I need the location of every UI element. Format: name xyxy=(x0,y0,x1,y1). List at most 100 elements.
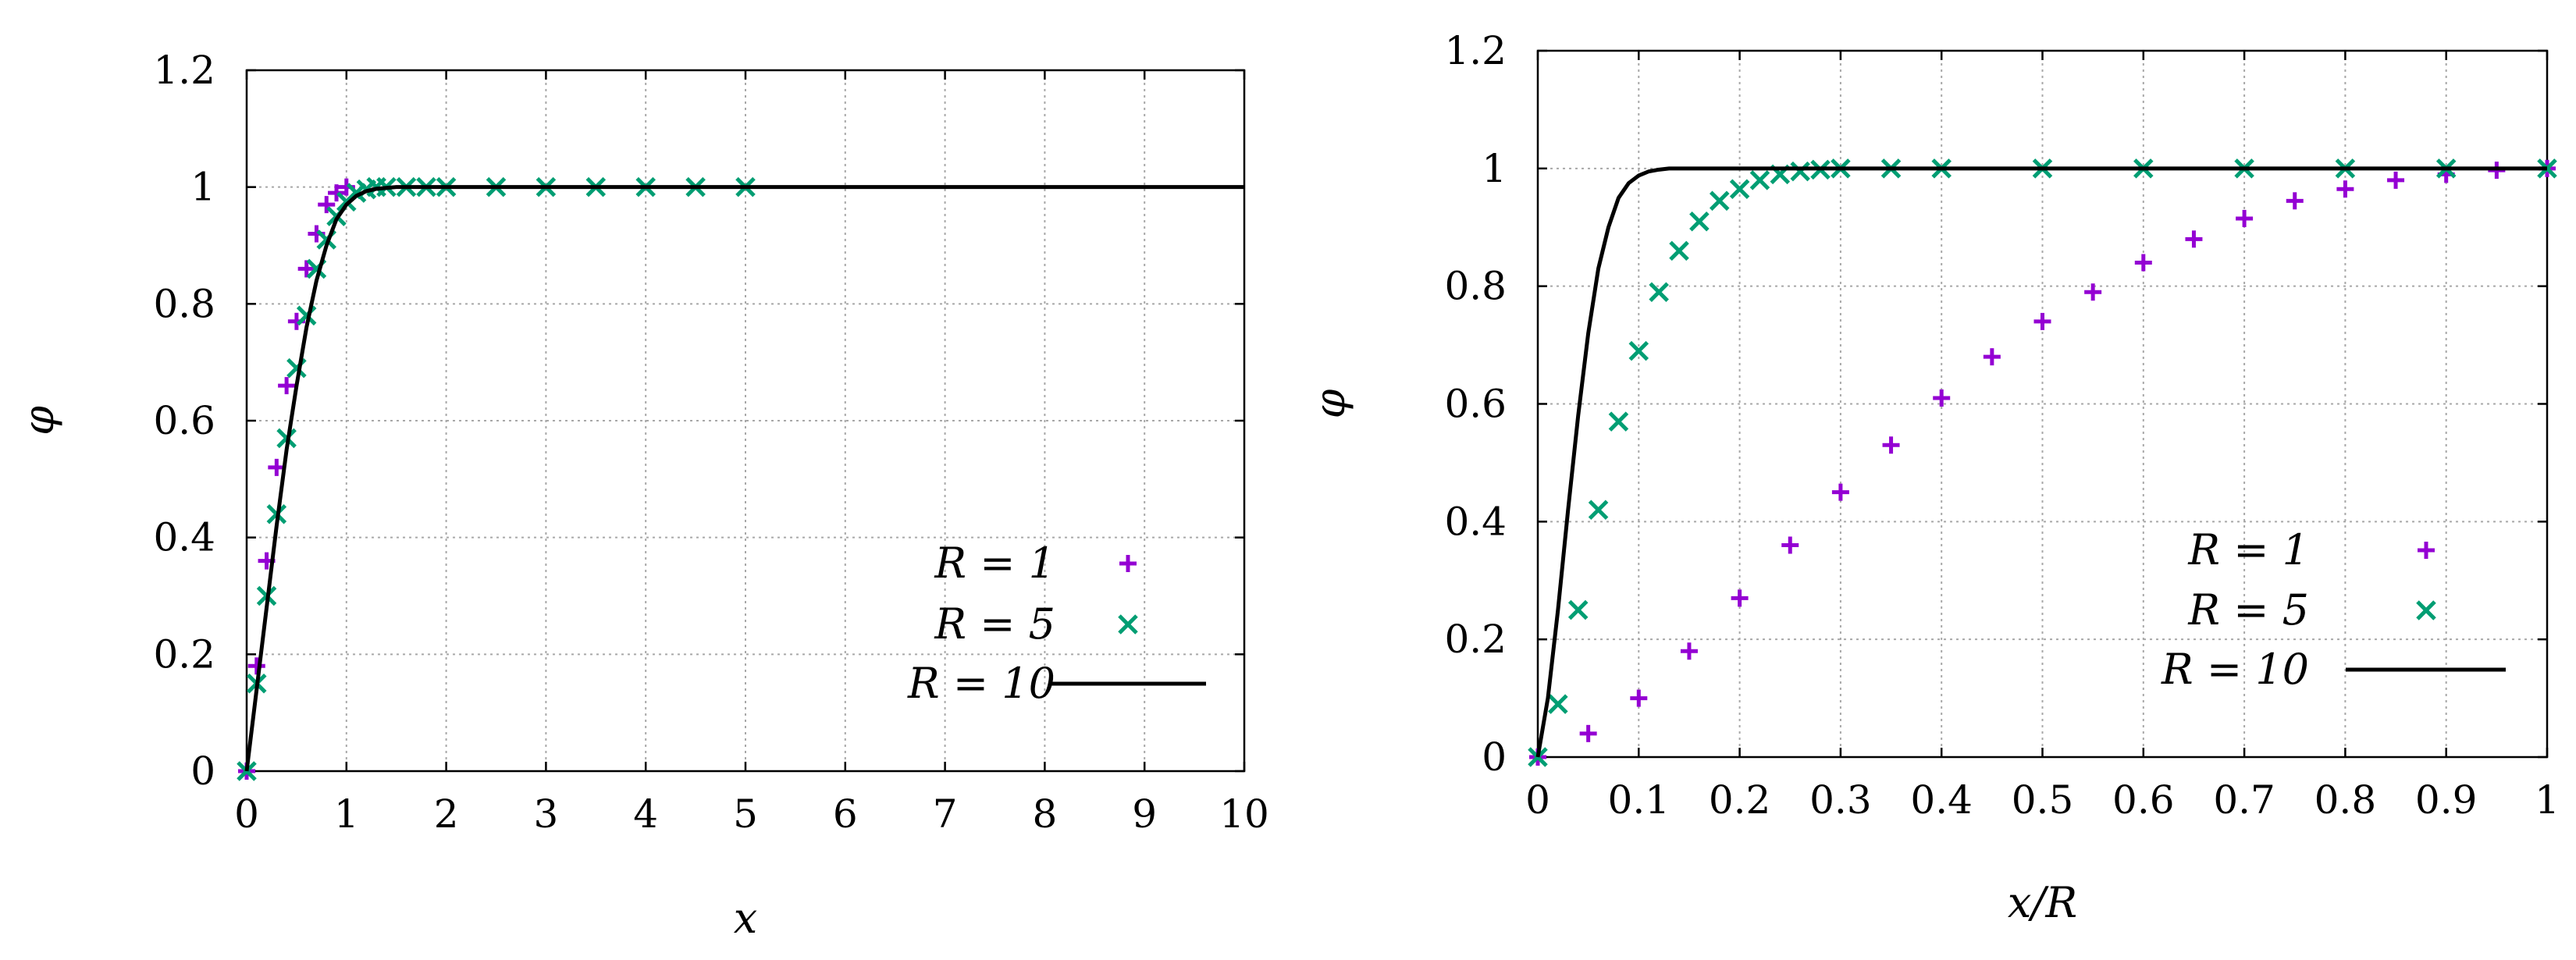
legend-marker-swatch xyxy=(1118,614,1138,635)
legend-label: R = 10 xyxy=(907,659,1055,708)
x-tick-label: 0 xyxy=(234,791,259,837)
data-point xyxy=(1709,190,1730,212)
x-tick-label: 10 xyxy=(1219,791,1269,837)
data-point xyxy=(2336,180,2354,198)
cross-bar xyxy=(1118,614,1138,635)
data-point xyxy=(2033,312,2051,330)
data-point xyxy=(247,657,265,675)
y-tick-label: 1.2 xyxy=(1444,28,1507,73)
legend-item: R = 10 xyxy=(2161,645,2506,694)
cross-bar xyxy=(1749,170,1770,190)
legend-item: R = 10 xyxy=(907,659,1206,708)
y-tick-label: 0 xyxy=(190,748,215,794)
data-point xyxy=(2387,171,2405,189)
data-point xyxy=(2134,254,2152,272)
data-point xyxy=(2084,283,2102,301)
data-point xyxy=(2236,209,2254,227)
y-axis-label: φ xyxy=(1305,389,1354,418)
y-tick-label: 0.6 xyxy=(153,398,215,443)
x-tick-label: 0.3 xyxy=(1809,777,1872,823)
data-point xyxy=(1680,642,1698,660)
data-point xyxy=(2185,230,2203,248)
data-point xyxy=(1882,436,1900,454)
legend-label: R = 5 xyxy=(934,599,1055,649)
cross-bar xyxy=(1548,694,1568,714)
data-point xyxy=(296,305,317,326)
legend-label: R = 1 xyxy=(934,539,1055,588)
x-tick-label: 0.2 xyxy=(1709,777,1771,823)
cross-bar xyxy=(1790,161,1810,182)
legend-item: R = 1 xyxy=(934,539,1137,588)
data-point xyxy=(1608,411,1629,432)
x-tick-label: 0.7 xyxy=(2213,777,2275,823)
x-tick-label: 2 xyxy=(434,791,459,837)
x-tick-label: 3 xyxy=(533,791,558,837)
y-tick-label: 1 xyxy=(1482,146,1507,191)
data-point xyxy=(1669,240,1689,261)
cross-bar xyxy=(1567,599,1589,620)
y-tick-label: 0.4 xyxy=(1444,499,1507,544)
data-point xyxy=(1689,211,1710,232)
x-tick-label: 8 xyxy=(1032,791,1057,837)
data-point xyxy=(1630,689,1648,707)
x-tick-label: 0 xyxy=(1525,777,1550,823)
y-tick-label: 0.4 xyxy=(153,515,215,560)
x-axis-label: x xyxy=(734,894,757,943)
grid-lines xyxy=(246,69,1245,772)
legend-marker-swatch xyxy=(1119,555,1137,572)
legend-marker-swatch xyxy=(2416,600,2436,620)
data-point xyxy=(1588,500,1609,521)
x-axis-label: x/R xyxy=(2008,878,2077,927)
series xyxy=(1528,158,2557,767)
y-axis-label: φ xyxy=(14,406,63,436)
series-line xyxy=(1535,166,2547,758)
y-tick-label: 0.2 xyxy=(1444,617,1507,662)
y-tick-label: 0.2 xyxy=(153,631,215,677)
chart-right: 0 0.1 0.2 0.3 0.4 0.5 0.6 0.7 0.8 0.9 1 0 0.2 0.4 0.6 0… xyxy=(1305,28,2560,927)
legend-item: R = 5 xyxy=(2187,585,2436,635)
data-point xyxy=(1579,724,1597,742)
data-point xyxy=(1729,179,1750,199)
data-point xyxy=(1731,589,1749,607)
series xyxy=(237,176,1244,781)
cross-bar xyxy=(1709,190,1730,212)
data-point xyxy=(1933,389,1951,407)
legend-label: R = 5 xyxy=(2187,585,2309,635)
data-point xyxy=(318,196,336,214)
data-point xyxy=(1790,161,1810,182)
data-point xyxy=(297,260,315,278)
ticks: 0 1 2 3 4 5 6 7 8 9 10 0 0.2 0.4 0.6 0.8 1 1.2 xyxy=(153,48,1268,837)
cross-bar xyxy=(1689,211,1710,232)
legend-label: R = 1 xyxy=(2187,525,2309,574)
cross-bar xyxy=(2416,600,2436,620)
legend-marker-swatch xyxy=(2418,542,2435,559)
cross-bar xyxy=(1628,340,1649,361)
legend-item: R = 5 xyxy=(934,599,1138,649)
x-tick-label: 0.8 xyxy=(2314,777,2377,823)
data-point xyxy=(1749,170,1770,190)
y-tick-label: 0 xyxy=(1482,734,1507,780)
legend: R = 1 R = 5 R = 10 xyxy=(2161,525,2506,694)
series-r10 xyxy=(1535,166,2547,758)
cross-bar xyxy=(1608,411,1629,432)
data-point xyxy=(328,184,346,202)
data-point xyxy=(1548,694,1568,714)
data-point xyxy=(1983,348,2001,366)
y-tick-label: 0.8 xyxy=(153,281,215,326)
series-r5 xyxy=(237,176,756,781)
x-tick-label: 0.9 xyxy=(2415,777,2478,823)
x-tick-label: 6 xyxy=(833,791,858,837)
x-tick-label: 7 xyxy=(933,791,958,837)
cross-bar xyxy=(1588,500,1609,521)
legend: R = 1 R = 5 R = 10 xyxy=(907,539,1206,708)
data-point xyxy=(278,377,296,395)
series-line xyxy=(244,185,1244,772)
y-tick-label: 0.6 xyxy=(1444,382,1507,427)
data-point xyxy=(1628,340,1649,361)
data-point xyxy=(1781,536,1799,554)
y-tick-label: 1 xyxy=(190,165,215,210)
y-tick-label: 1.2 xyxy=(153,48,215,93)
cross-bar xyxy=(1729,179,1750,199)
x-tick-label: 0.6 xyxy=(2112,777,2175,823)
